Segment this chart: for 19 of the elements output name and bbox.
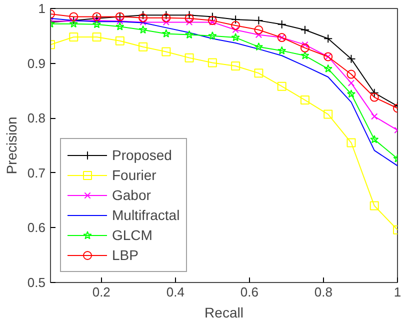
- legend-label: Proposed: [112, 147, 172, 163]
- x-tick-label: 0.8: [314, 284, 333, 300]
- legend-label: Gabor: [112, 187, 151, 203]
- legend-label: Multifractal: [112, 207, 180, 223]
- y-tick-label: 1: [38, 1, 46, 16]
- x-tick-label: 1: [394, 284, 402, 300]
- y-tick-label: 0.9: [27, 56, 46, 71]
- y-tick-label: 0.6: [27, 220, 46, 236]
- y-tick-label: 0.7: [27, 165, 46, 180]
- legend-label: Fourier: [112, 167, 156, 183]
- legend-label: LBP: [112, 247, 138, 263]
- x-tick-label: 0.4: [166, 284, 184, 300]
- x-tick-label: 0.6: [240, 284, 258, 300]
- y-axis-title: Precision: [3, 116, 20, 174]
- y-tick-label: 0.5: [27, 275, 46, 290]
- x-axis-title: Recall: [204, 304, 244, 320]
- x-tick-label: 0.2: [92, 284, 110, 300]
- legend-label: GLCM: [112, 227, 152, 243]
- y-tick-label: 0.8: [27, 110, 46, 126]
